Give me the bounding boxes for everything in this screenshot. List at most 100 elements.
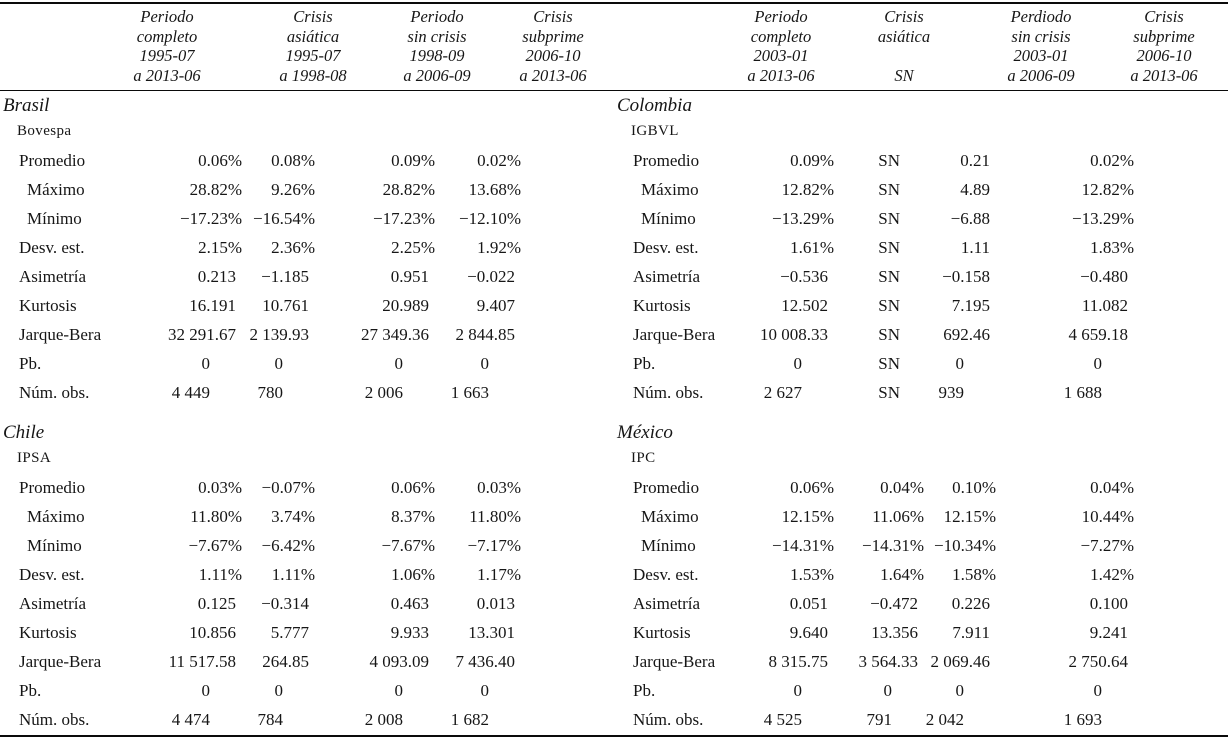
header-line: 1995-07 — [139, 46, 195, 65]
value-cell: 28.82% — [382, 180, 435, 199]
row-label: Mínimo — [641, 209, 696, 228]
value-cell: 4.89 — [960, 180, 990, 199]
header-line: Periodo — [754, 7, 808, 26]
value-cell: 0 — [955, 681, 965, 700]
value-cell: 2 006 — [364, 383, 403, 402]
row-label: Promedio — [633, 151, 700, 170]
table-row: Mínimo −17.23% −16.54% −17.23% −12.10% — [0, 204, 614, 233]
value-cell: −0.07% — [261, 478, 316, 497]
value-cell: −1.185 — [261, 267, 309, 286]
row-label: Mínimo — [27, 209, 82, 228]
value-cell: 4 525 — [763, 710, 802, 729]
value-cell: 20.989 — [382, 296, 429, 315]
header-line: Periodo — [410, 7, 464, 26]
row-label: Promedio — [633, 478, 700, 497]
value-cell: SN — [878, 180, 900, 199]
table-row: Núm. obs. 4 474 784 2 008 1 682 — [0, 705, 614, 734]
value-cell: 2 008 — [364, 710, 403, 729]
value-cell: −0.480 — [1080, 267, 1128, 286]
header-line: Periodo — [140, 7, 194, 26]
header-line: Crisis — [884, 7, 924, 26]
value-cell: 3.74% — [271, 507, 315, 526]
value-cell: 0.125 — [197, 594, 236, 613]
row-label: Núm. obs. — [19, 710, 90, 729]
value-cell: 0.013 — [476, 594, 515, 613]
header-column: Crisis asiática SN — [878, 7, 930, 85]
value-cell: 3 564.33 — [858, 652, 919, 671]
row-label: Desv. est. — [633, 238, 699, 257]
table-row: Jarque-Bera 8 315.75 3 564.33 2 069.46 2 750… — [614, 647, 1228, 676]
row-label: Desv. est. — [19, 565, 85, 584]
table-row: Kurtosis 16.191 10.761 20.989 9.407 — [0, 291, 614, 320]
header-line: 1998-09 — [409, 46, 465, 65]
row-label: Kurtosis — [19, 623, 77, 642]
value-cell: 0.03% — [477, 478, 521, 497]
value-cell: −13.29% — [772, 209, 834, 228]
value-cell: 784 — [257, 710, 284, 729]
value-cell: 11.06% — [872, 507, 924, 526]
header-line: subprime — [1133, 26, 1195, 46]
value-cell: −0.158 — [942, 267, 990, 286]
value-cell: 0.03% — [198, 478, 242, 497]
table-row: Asimetría −0.536 SN −0.158 −0.480 — [614, 262, 1228, 291]
row-label: Pb. — [19, 354, 42, 373]
value-cell: 0.08% — [271, 151, 315, 170]
row-label: Asimetría — [633, 267, 701, 286]
value-cell: −13.29% — [1072, 209, 1134, 228]
value-cell: SN — [878, 354, 900, 373]
row-label: Kurtosis — [19, 296, 77, 315]
row-label: Núm. obs. — [19, 383, 90, 402]
value-cell: −14.31% — [862, 536, 924, 555]
value-cell: 11 517.58 — [168, 652, 236, 671]
header-line: a 2006-09 — [1007, 65, 1075, 85]
header-line: sin crisis — [1011, 26, 1071, 46]
value-cell: 11.80% — [190, 507, 242, 526]
row-label: Pb. — [633, 681, 656, 700]
country-label: Colombia — [617, 95, 692, 116]
header-line: Crisis — [533, 7, 573, 26]
header-line: a 2013-06 — [747, 65, 815, 85]
row-label: Núm. obs. — [633, 710, 704, 729]
value-cell: 2 042 — [925, 710, 964, 729]
value-cell: 0.04% — [1090, 478, 1134, 497]
table-row: Pb. 0 0 0 0 — [614, 676, 1228, 705]
value-cell: 0.09% — [391, 151, 435, 170]
index-label: Bovespa — [17, 123, 72, 139]
value-cell: 10.44% — [1081, 507, 1134, 526]
value-cell: 13.301 — [468, 623, 515, 642]
header-line: a 2013-06 — [133, 65, 201, 85]
value-cell: SN — [878, 383, 900, 402]
table-row: Asimetría 0.125 −0.314 0.463 0.013 — [0, 589, 614, 618]
value-cell: 0.06% — [198, 151, 242, 170]
row-label: Pb. — [19, 681, 42, 700]
header-line: asiática — [877, 26, 931, 46]
value-cell: 4 449 — [171, 383, 210, 402]
header-line: 1995-07 — [285, 46, 341, 65]
value-cell: SN — [878, 238, 900, 257]
value-cell: 12.82% — [1081, 180, 1134, 199]
value-cell: 4 474 — [171, 710, 210, 729]
table-row: Jarque-Bera 11 517.58 264.85 4 093.09 7 436.… — [0, 647, 614, 676]
value-cell: 1.92% — [477, 238, 521, 257]
value-cell: 1 688 — [1063, 383, 1102, 402]
header-line: a 2006-09 — [403, 65, 471, 85]
table-row: Promedio 0.03% −0.07% 0.06% 0.03% — [0, 473, 614, 502]
row-label: Desv. est. — [633, 565, 699, 584]
value-cell: −7.27% — [1080, 536, 1135, 555]
header-column: Periodo completo 2003-01 a 2013-06 — [747, 7, 814, 85]
row-label: Máximo — [641, 507, 699, 526]
value-cell: −6.42% — [261, 536, 316, 555]
value-cell: 0 — [274, 681, 284, 700]
table-row: Máximo 11.80% 3.74% 8.37% 11.80% — [0, 502, 614, 531]
value-cell: 1.58% — [952, 565, 996, 584]
value-cell: −16.54% — [253, 209, 315, 228]
value-cell: 1.06% — [391, 565, 435, 584]
value-cell: −12.10% — [459, 209, 521, 228]
table-row: Desv. est. 1.61% SN 1.11 1.83% — [614, 233, 1228, 262]
value-cell: 0 — [274, 354, 284, 373]
table-row: Jarque-Bera 10 008.33 SN 692.46 4 659.18 — [614, 320, 1228, 349]
value-cell: 2.36% — [271, 238, 315, 257]
value-cell: 692.46 — [943, 325, 990, 344]
header-line: 2006-10 — [525, 46, 581, 65]
header-line: 2003-01 — [1013, 46, 1069, 65]
